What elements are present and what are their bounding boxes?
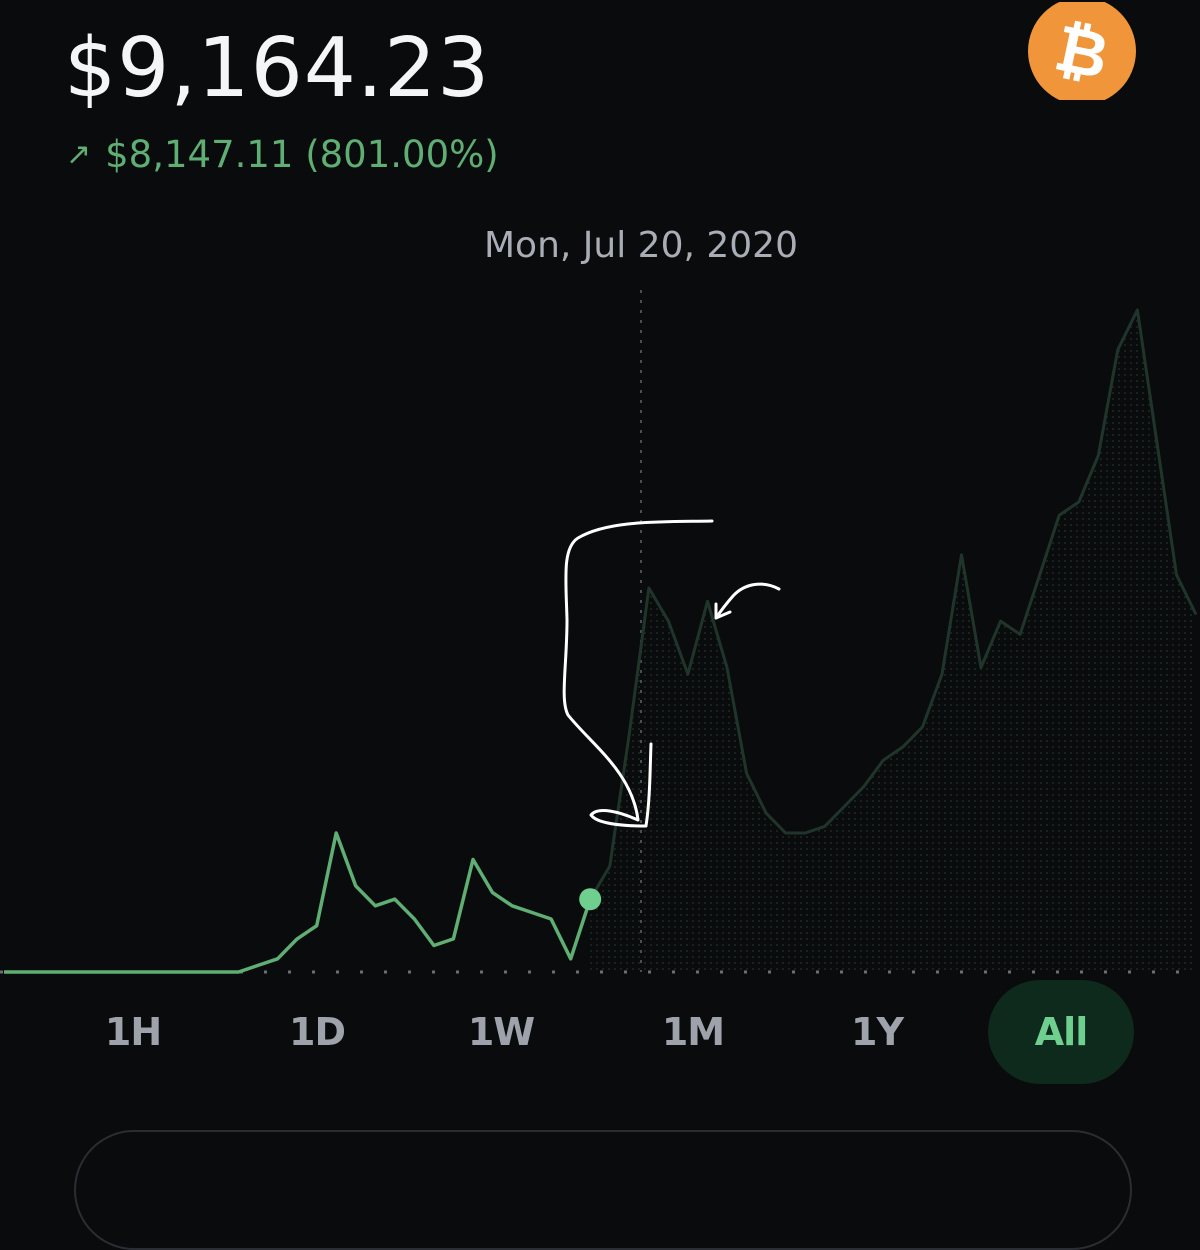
price-chart[interactable]	[0, 0, 1200, 980]
range-button-1y[interactable]: 1Y	[851, 1010, 904, 1054]
time-range-selector: 1H 1D 1W 1M 1Y All	[0, 980, 1200, 1084]
range-button-1m[interactable]: 1M	[661, 1010, 725, 1054]
bitcoin-icon: ₿	[1028, 2, 1136, 100]
bottom-card[interactable]	[74, 1130, 1132, 1250]
hand-drawn-arrow-small	[714, 582, 781, 620]
scrubber-point[interactable]	[579, 888, 602, 911]
scrubber-date: Mon, Jul 20, 2020	[484, 225, 798, 266]
range-button-all[interactable]: All	[988, 980, 1134, 1084]
range-button-1w[interactable]: 1W	[467, 1010, 535, 1054]
current-price: $9,164.23	[64, 21, 491, 116]
range-button-1d[interactable]: 1D	[289, 1010, 346, 1054]
range-button-1h[interactable]: 1H	[104, 1010, 162, 1054]
chart-line-before-cursor	[4, 831, 592, 974]
price-change: ↗ $8,147.11 (801.00%)	[66, 136, 499, 173]
hand-drawn-annotations	[562, 519, 781, 828]
arrow-up-right-icon: ↗	[66, 136, 92, 172]
hand-drawn-arrow-large	[562, 519, 714, 828]
chart-area-after-cursor	[590, 310, 1196, 972]
price-change-value: $8,147.11 (801.00%)	[105, 133, 499, 176]
chart-line-after-cursor	[588, 308, 1198, 900]
